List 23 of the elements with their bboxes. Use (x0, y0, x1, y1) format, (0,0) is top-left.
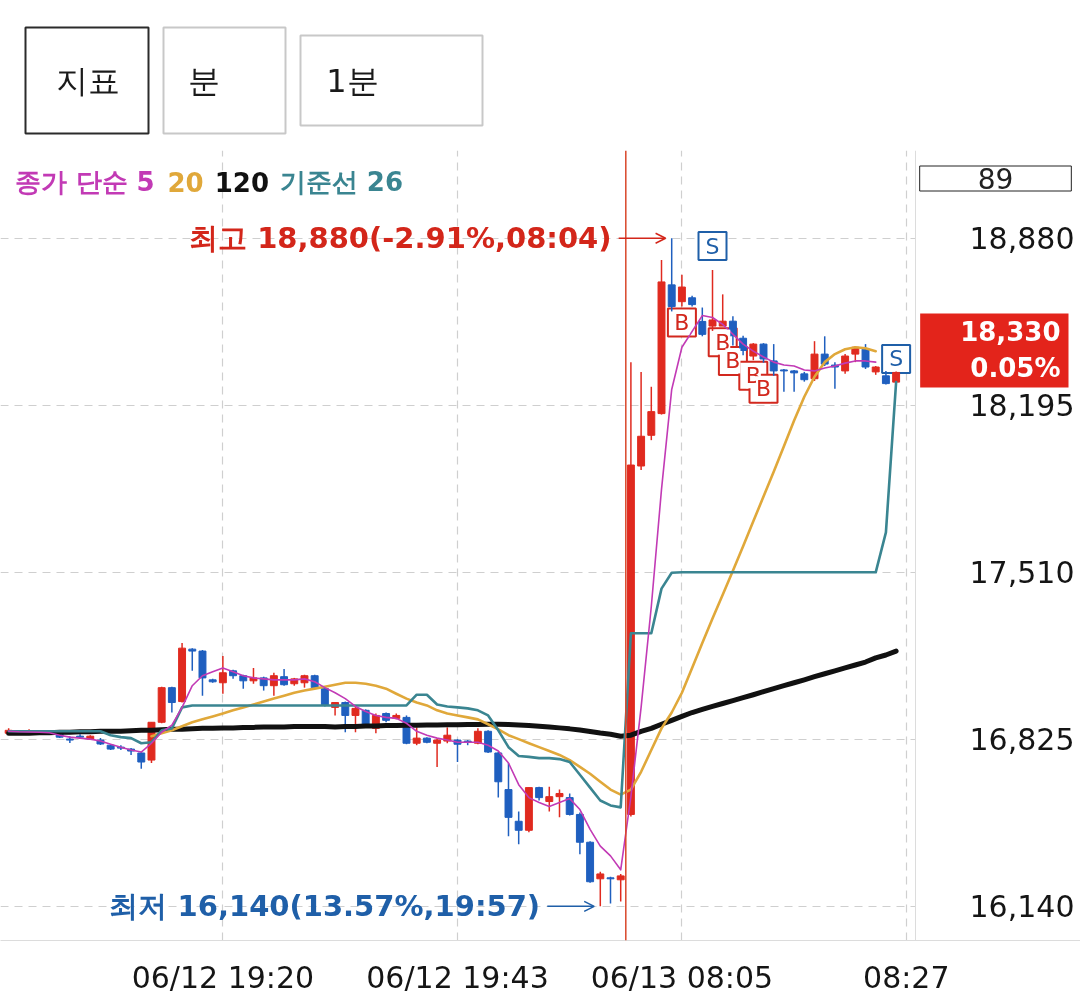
x-tick-label: 06/13 08:05 (590, 959, 774, 995)
text: 지표 (55, 61, 120, 100)
y-tick-label: 18,880 (969, 221, 1075, 257)
y-tick-label: 18,195 (969, 388, 1075, 424)
y-tick-label: 16,825 (969, 722, 1075, 758)
data-label: S (705, 233, 720, 259)
text: 89 (977, 163, 1014, 196)
data-label: S (889, 346, 904, 372)
text: 18,330 0.05% (960, 317, 1061, 384)
x-tick-label: 06/12 19:20 (131, 959, 315, 995)
y-tick-label: 17,510 (969, 555, 1075, 591)
text: 20 (167, 167, 204, 198)
text: 기준선 26 (279, 166, 404, 197)
y-tick-label: 16,140 (969, 889, 1075, 925)
text: 120 (214, 167, 270, 198)
annotation: 최저 16,140(13.57%,19:57) (109, 889, 541, 924)
x-tick-label: 06/12 19:43 (366, 959, 549, 995)
x-tick-label: 08:27 (863, 959, 950, 995)
text: 분 (187, 61, 220, 100)
data-label: B (674, 309, 690, 335)
text: 종가 단순 5 (14, 166, 155, 197)
annotation: 최고 18,880(-2.91%,08:04) (189, 221, 612, 256)
text: 1분 (326, 61, 379, 100)
